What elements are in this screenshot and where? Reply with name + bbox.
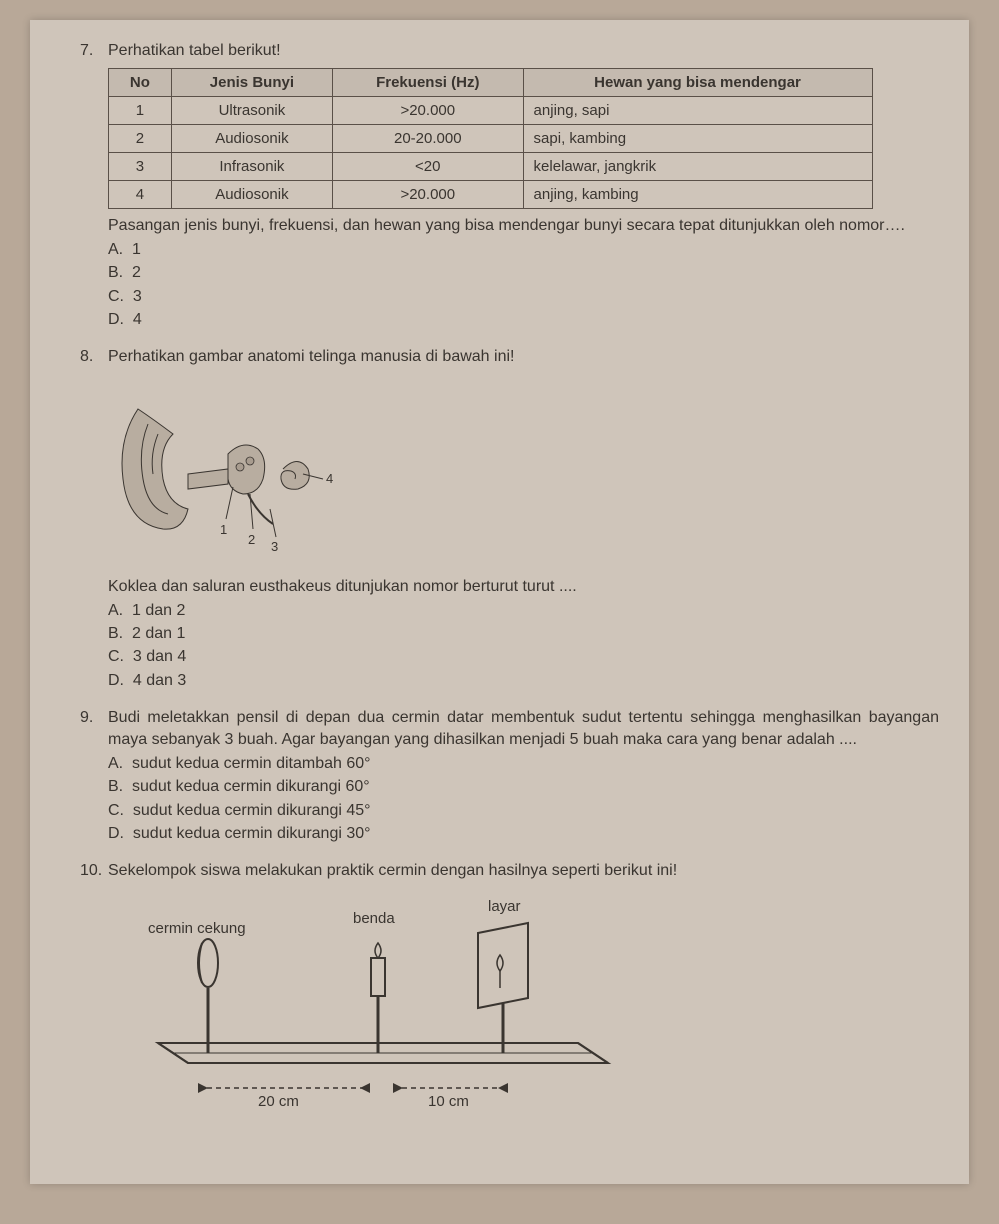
opt-text: sudut kedua cermin ditambah 60°	[132, 755, 371, 772]
cell: >20.000	[333, 97, 524, 125]
label-mirror: cermin cekung	[148, 920, 246, 937]
table-row: 4 Audiosonik >20.000 anjing, kambing	[109, 181, 873, 209]
cell: sapi, kambing	[523, 125, 872, 153]
opt-text: 2	[132, 264, 141, 281]
question-8: 8. Perhatikan gambar anatomi telinga man…	[80, 346, 939, 693]
opt-text: 3	[133, 288, 142, 305]
q8-opt-a: A. 1 dan 2	[108, 600, 939, 622]
cell: Ultrasonik	[171, 97, 332, 125]
q8-opt-d: D. 4 dan 3	[108, 670, 939, 692]
question-10: 10. Sekelompok siswa melakukan praktik c…	[80, 860, 939, 1120]
q8-prompt: Perhatikan gambar anatomi telinga manusi…	[108, 346, 939, 368]
q10-number: 10.	[80, 860, 108, 1120]
cell: 20-20.000	[333, 125, 524, 153]
q9-opt-a: A. sudut kedua cermin ditambah 60°	[108, 753, 939, 775]
opt-text: 3 dan 4	[133, 648, 186, 665]
q8-opt-b: B. 2 dan 1	[108, 623, 939, 645]
opt-text: 4	[133, 311, 142, 328]
cell: 2	[109, 125, 172, 153]
q7-table: No Jenis Bunyi Frekuensi (Hz) Hewan yang…	[108, 68, 873, 209]
q7-opt-b: B. 2	[108, 262, 939, 284]
cell: Audiosonik	[171, 125, 332, 153]
th-jenis: Jenis Bunyi	[171, 69, 332, 97]
cell: 1	[109, 97, 172, 125]
ear-label-3: 3	[271, 539, 278, 554]
q9-number: 9.	[80, 707, 108, 846]
q8-after-img: Koklea dan saluran eusthakeus ditunjukan…	[108, 576, 939, 598]
table-row: 1 Ultrasonik >20.000 anjing, sapi	[109, 97, 873, 125]
cell: 3	[109, 153, 172, 181]
opt-text: sudut kedua cermin dikurangi 60°	[132, 778, 370, 795]
cell: Infrasonik	[171, 153, 332, 181]
ear-label-2: 2	[248, 532, 255, 547]
q7-opt-d: D. 4	[108, 309, 939, 331]
q8-number: 8.	[80, 346, 108, 693]
opt-text: sudut kedua cermin dikurangi 45°	[133, 802, 371, 819]
q7-number: 7.	[80, 40, 108, 332]
q9-prompt: Budi meletakkan pensil di depan dua cerm…	[108, 707, 939, 752]
q10-prompt: Sekelompok siswa melakukan praktik cermi…	[108, 860, 939, 882]
ear-diagram: 1 2 3 4	[108, 379, 939, 566]
table-row: 2 Audiosonik 20-20.000 sapi, kambing	[109, 125, 873, 153]
opt-text: 1 dan 2	[132, 602, 185, 619]
dim-2: 10 cm	[428, 1093, 469, 1110]
table-header-row: No Jenis Bunyi Frekuensi (Hz) Hewan yang…	[109, 69, 873, 97]
th-frek: Frekuensi (Hz)	[333, 69, 524, 97]
table-row: 3 Infrasonik <20 kelelawar, jangkrik	[109, 153, 873, 181]
cell: anjing, sapi	[523, 97, 872, 125]
th-hewan: Hewan yang bisa mendengar	[523, 69, 872, 97]
cell: anjing, kambing	[523, 181, 872, 209]
page: 7. Perhatikan tabel berikut! No Jenis Bu…	[30, 20, 969, 1184]
q8-opt-c: C. 3 dan 4	[108, 646, 939, 668]
q7-opt-a: A. 1	[108, 239, 939, 261]
ear-label-4: 4	[326, 471, 333, 486]
cell: <20	[333, 153, 524, 181]
dim-1: 20 cm	[258, 1093, 299, 1110]
q9-opt-b: B. sudut kedua cermin dikurangi 60°	[108, 776, 939, 798]
th-no: No	[109, 69, 172, 97]
q7-after-table: Pasangan jenis bunyi, frekuensi, dan hew…	[108, 215, 939, 237]
q7-prompt: Perhatikan tabel berikut!	[108, 40, 939, 62]
opt-text: 1	[132, 241, 141, 258]
optics-diagram: cermin cekung benda layar	[108, 893, 939, 1120]
cell: Audiosonik	[171, 181, 332, 209]
ear-label-1: 1	[220, 522, 227, 537]
q7-opt-c: C. 3	[108, 286, 939, 308]
cell: kelelawar, jangkrik	[523, 153, 872, 181]
question-9: 9. Budi meletakkan pensil di depan dua c…	[80, 707, 939, 846]
label-screen: layar	[488, 898, 521, 915]
optics-icon: cermin cekung benda layar	[108, 893, 628, 1113]
q9-opt-d: D. sudut kedua cermin dikurangi 30°	[108, 823, 939, 845]
cell: 4	[109, 181, 172, 209]
opt-text: 4 dan 3	[133, 672, 186, 689]
ear-icon: 1 2 3 4	[108, 379, 348, 559]
q9-opt-c: C. sudut kedua cermin dikurangi 45°	[108, 800, 939, 822]
opt-text: 2 dan 1	[132, 625, 185, 642]
opt-text: sudut kedua cermin dikurangi 30°	[133, 825, 371, 842]
question-7: 7. Perhatikan tabel berikut! No Jenis Bu…	[80, 40, 939, 332]
cell: >20.000	[333, 181, 524, 209]
label-object: benda	[353, 910, 395, 927]
